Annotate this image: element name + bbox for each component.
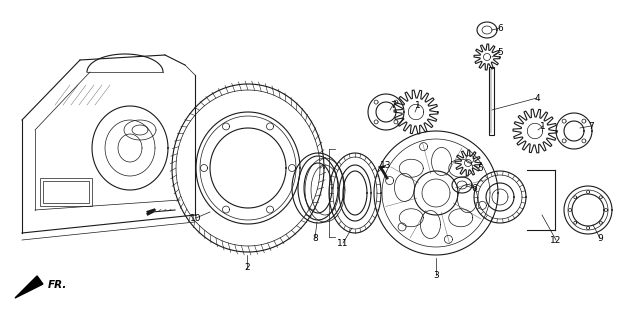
Text: 7: 7 <box>390 100 396 109</box>
Text: 6: 6 <box>497 23 503 33</box>
Text: 1: 1 <box>415 100 421 109</box>
Text: 5: 5 <box>497 47 503 57</box>
Text: 10: 10 <box>190 213 202 222</box>
Text: 8: 8 <box>312 234 318 243</box>
Text: 11: 11 <box>337 238 349 247</box>
Text: 7: 7 <box>588 122 594 131</box>
Polygon shape <box>15 276 43 298</box>
Bar <box>489 67 494 135</box>
Text: 12: 12 <box>550 236 562 244</box>
Text: 3: 3 <box>433 270 439 279</box>
Text: 6: 6 <box>471 183 477 193</box>
Text: 5: 5 <box>477 164 483 172</box>
Text: 2: 2 <box>244 263 250 273</box>
Text: 9: 9 <box>597 234 603 243</box>
Text: FR.: FR. <box>48 280 67 290</box>
Text: 13: 13 <box>380 161 392 170</box>
Text: 4: 4 <box>534 93 540 102</box>
Text: 1: 1 <box>540 122 546 131</box>
